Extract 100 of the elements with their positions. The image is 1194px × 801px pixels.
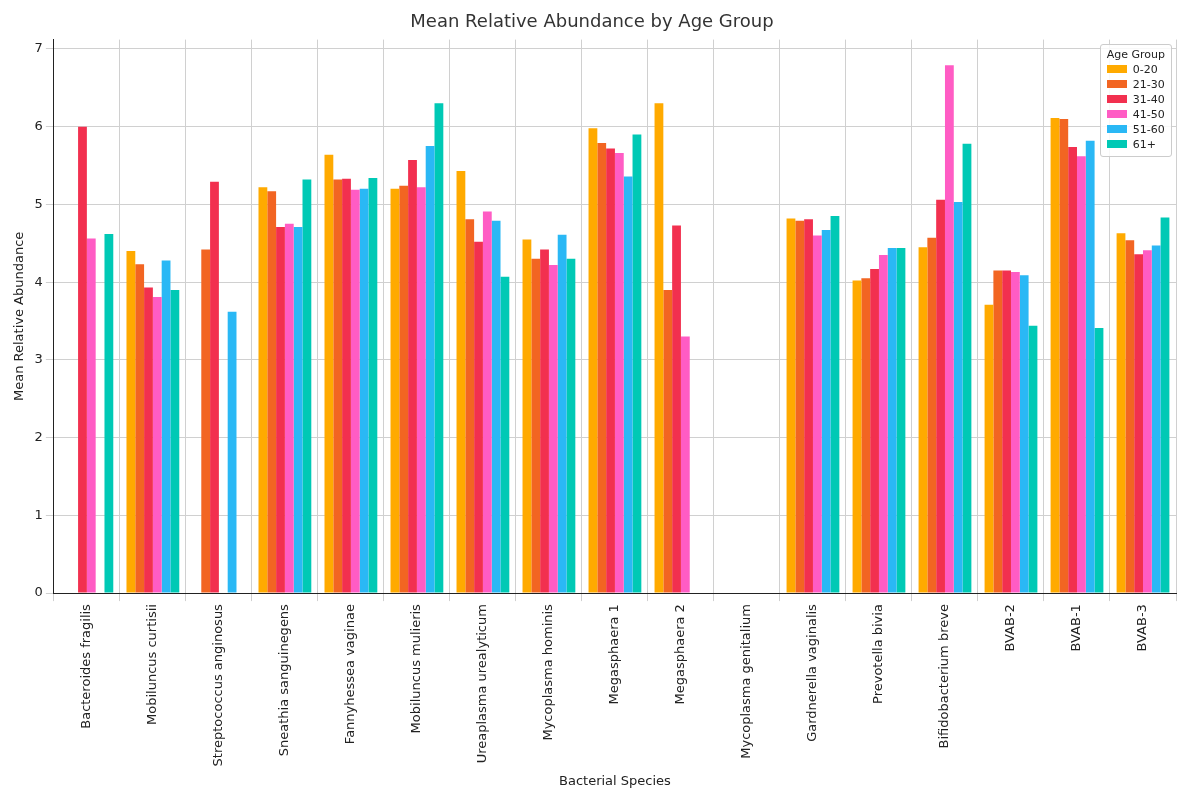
bar — [870, 268, 879, 593]
bar — [795, 220, 805, 593]
bar — [1151, 245, 1161, 593]
bar — [170, 289, 180, 593]
bar — [465, 219, 475, 593]
x-tick-label: Mycoplasma hominis — [540, 603, 556, 741]
bar — [342, 178, 351, 593]
bar — [500, 276, 510, 593]
bar — [944, 65, 954, 593]
bar — [333, 179, 343, 593]
bar — [1019, 275, 1029, 593]
legend-title: Age Group — [1106, 47, 1165, 61]
bar — [425, 146, 435, 593]
bar — [456, 170, 466, 593]
x-tick-label: BVAB-2 — [1002, 604, 1018, 652]
legend-label: 31-40 — [1132, 92, 1165, 106]
bar — [1094, 328, 1104, 593]
bar — [632, 134, 642, 593]
x-tick-label: BVAB-1 — [1068, 604, 1084, 652]
bar — [953, 202, 963, 593]
bar — [663, 289, 673, 593]
bar — [1010, 272, 1020, 593]
bar — [830, 216, 840, 593]
y-tick-label: 0 — [34, 584, 43, 600]
legend-label: 41-50 — [1132, 107, 1165, 121]
bar — [399, 185, 409, 593]
bar — [812, 235, 822, 593]
bar — [359, 188, 369, 593]
y-axis-title: Mean Relative Abundance — [11, 231, 27, 402]
bar — [302, 179, 312, 593]
x-axis-title: Bacterial Species — [559, 772, 672, 788]
x-tick-label: Mycoplasma genitalium — [738, 604, 754, 759]
x-tick-label: Bacteroides fragilis — [78, 603, 94, 729]
x-tick-label: Ureaplasma urealyticum — [474, 604, 490, 764]
bar — [258, 187, 268, 593]
bar — [852, 280, 862, 593]
y-tick-label: 5 — [34, 195, 43, 211]
bar — [887, 247, 897, 593]
x-tick-label: Mobiluncus curtisii — [144, 604, 160, 725]
bar — [390, 188, 400, 593]
bar — [1125, 240, 1135, 593]
x-tick-label: Fannyhessea vaginae — [342, 604, 358, 745]
x-tick-label: Prevotella bivia — [870, 604, 886, 704]
legend-label: 21-30 — [1132, 77, 1165, 91]
bar — [227, 311, 237, 593]
y-tick-label: 7 — [34, 40, 43, 56]
bar — [482, 211, 492, 593]
bar — [126, 251, 136, 593]
bar — [680, 336, 690, 593]
y-tick-label: 2 — [34, 429, 43, 444]
bar — [267, 191, 277, 593]
bar — [416, 187, 426, 593]
bar — [936, 199, 945, 593]
bar — [984, 304, 994, 593]
bar — [86, 238, 96, 593]
x-tick-label: Mobiluncus mulieris — [408, 603, 424, 734]
bar — [804, 219, 813, 593]
bar — [491, 220, 501, 593]
bar — [557, 234, 567, 593]
bar — [144, 287, 153, 593]
bar — [531, 258, 541, 593]
legend-label: 51-60 — [1132, 122, 1165, 136]
y-tick-label: 1 — [34, 506, 43, 522]
bar — [623, 176, 633, 593]
bar — [201, 249, 211, 593]
bar — [276, 226, 285, 593]
bar — [1076, 156, 1086, 593]
bar — [918, 247, 928, 593]
x-tick-label: Gardnerella vaginalis — [804, 603, 820, 742]
bar — [78, 126, 87, 593]
bar — [152, 296, 162, 593]
bar — [927, 237, 937, 593]
bar — [522, 239, 532, 593]
bar — [566, 258, 576, 593]
bar — [104, 233, 114, 593]
bar — [474, 241, 483, 593]
bar — [324, 154, 334, 593]
bar — [896, 247, 906, 593]
bar — [962, 143, 972, 593]
bar — [588, 128, 598, 593]
bar — [1116, 233, 1126, 593]
bar — [878, 254, 888, 593]
bar — [293, 226, 303, 593]
bar — [161, 260, 171, 593]
x-tick-label: Megasphaera 2 — [672, 604, 688, 705]
bar — [1050, 118, 1060, 593]
bar — [1028, 325, 1038, 593]
bar — [408, 160, 417, 593]
x-tick-label: Streptococcus anginosus — [210, 603, 226, 767]
y-tick-label: 3 — [34, 351, 43, 367]
bar — [284, 223, 294, 593]
x-tick-label: Sneathia sanguinegens — [276, 603, 292, 757]
bar — [614, 153, 624, 593]
bar — [368, 177, 378, 593]
bar — [548, 265, 558, 593]
x-tick-label: Bifidobacterium breve — [936, 604, 952, 749]
bar — [606, 148, 615, 593]
bar — [1068, 146, 1077, 593]
bar — [861, 278, 871, 593]
legend-label: 0-20 — [1132, 62, 1158, 76]
